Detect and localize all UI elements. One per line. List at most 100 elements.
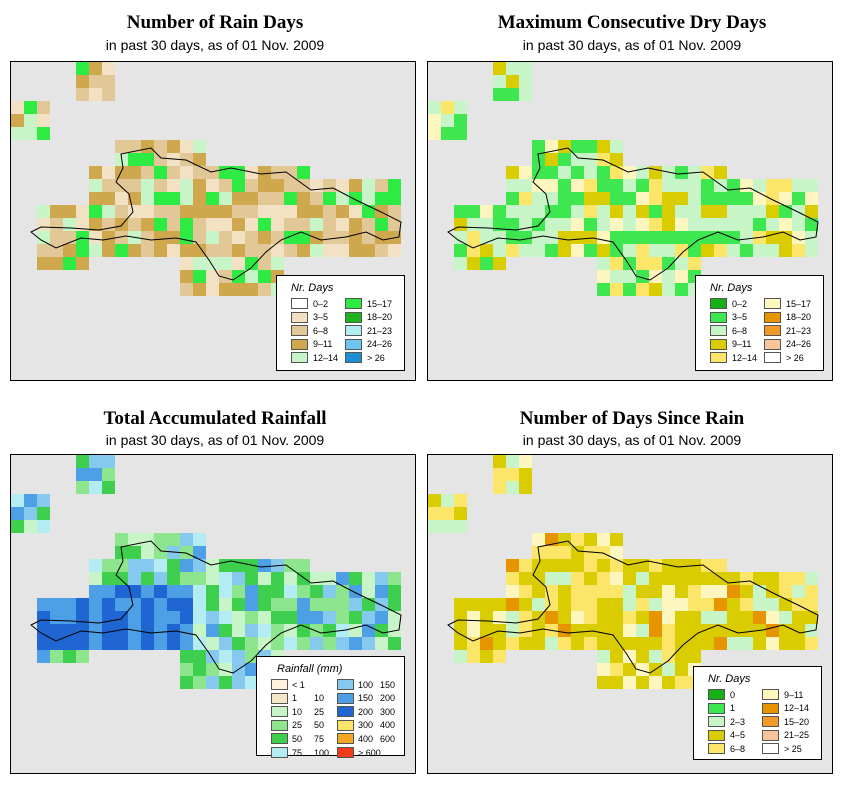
grid-cell	[102, 468, 115, 481]
panel-title: Maximum Consecutive Dry Days	[497, 12, 767, 33]
grid-cell	[428, 127, 441, 140]
legend-item: < 1	[271, 679, 336, 690]
legend-label: 24–26	[786, 339, 812, 350]
grid-cell	[480, 650, 493, 663]
grid-cell	[675, 218, 688, 231]
grid-cell	[675, 192, 688, 205]
grid-cell	[623, 231, 636, 244]
grid-cell	[532, 205, 545, 218]
grid-cell	[805, 244, 818, 257]
legend-swatch	[708, 729, 725, 741]
grid-cell	[375, 192, 388, 205]
grid-cell	[349, 585, 362, 598]
grid-cell	[310, 205, 323, 218]
grid-cell	[388, 572, 401, 585]
grid-cell	[714, 218, 727, 231]
legend-label: 3–5	[732, 312, 748, 323]
grid-cell	[662, 585, 675, 598]
grid-cell	[37, 114, 50, 127]
map-grid	[428, 62, 819, 296]
grid-cell	[766, 585, 779, 598]
grid-cell	[180, 585, 193, 598]
grid-cell	[141, 611, 154, 624]
grid-cell	[740, 231, 753, 244]
grid-cell	[102, 179, 115, 192]
grid-cell	[154, 218, 167, 231]
grid-cell	[89, 166, 102, 179]
grid-cell	[245, 650, 258, 663]
grid-cell	[662, 179, 675, 192]
grid-cell	[271, 218, 284, 231]
grid-cell	[193, 257, 206, 270]
grid-cell	[167, 559, 180, 572]
grid-cell	[284, 205, 297, 218]
grid-cell	[792, 205, 805, 218]
grid-cell	[740, 572, 753, 585]
grid-cell	[506, 166, 519, 179]
grid-cell	[779, 611, 792, 624]
grid-cell	[154, 205, 167, 218]
grid-cell	[24, 520, 37, 533]
grid-cell	[610, 218, 623, 231]
grid-cell	[480, 231, 493, 244]
grid-cell	[610, 611, 623, 624]
grid-cell	[89, 611, 102, 624]
grid-cell	[76, 231, 89, 244]
legend-label-high: 600	[380, 733, 396, 744]
legend-label-high: 200	[380, 693, 396, 704]
grid-cell	[297, 192, 310, 205]
grid-cell	[362, 205, 375, 218]
grid-cell	[506, 637, 519, 650]
grid-cell	[792, 611, 805, 624]
grid-cell	[310, 244, 323, 257]
grid-cell	[467, 598, 480, 611]
grid-cell	[558, 598, 571, 611]
grid-cell	[232, 650, 245, 663]
grid-cell	[558, 140, 571, 153]
grid-cell	[76, 650, 89, 663]
grid-cell	[297, 205, 310, 218]
grid-cell	[258, 637, 271, 650]
grid-cell	[115, 585, 128, 598]
grid-cell	[636, 650, 649, 663]
legend-label-high	[380, 748, 402, 758]
grid-cell	[154, 153, 167, 166]
grid-cell	[180, 650, 193, 663]
grid-cell	[597, 257, 610, 270]
grid-cell	[102, 624, 115, 637]
grid-cell	[258, 270, 271, 283]
grid-cell	[584, 231, 597, 244]
grid-cell	[206, 585, 219, 598]
grid-cell	[675, 231, 688, 244]
grid-cell	[480, 624, 493, 637]
grid-cell	[701, 585, 714, 598]
grid-cell	[193, 585, 206, 598]
grid-cell	[675, 166, 688, 179]
legend-label-low: 1	[292, 693, 298, 704]
grid-cell	[193, 650, 206, 663]
legend-label: 21–25	[784, 730, 810, 741]
grid-cell	[50, 637, 63, 650]
grid-cell	[597, 585, 610, 598]
grid-cell	[506, 75, 519, 88]
grid-cell	[167, 533, 180, 546]
grid-cell	[532, 166, 545, 179]
legend-label: 9–11	[313, 339, 333, 350]
grid-cell	[597, 283, 610, 296]
grid-cell	[675, 244, 688, 257]
grid-cell	[558, 572, 571, 585]
legend-swatch	[764, 338, 781, 350]
legend-swatch	[337, 733, 354, 745]
grid-cell	[232, 559, 245, 572]
grid-cell	[766, 179, 779, 192]
grid-cell	[24, 127, 37, 140]
grid-cell	[675, 572, 688, 585]
grid-cell	[558, 166, 571, 179]
grid-cell	[219, 231, 232, 244]
legend-item: 12–14	[710, 352, 757, 364]
grid-cell	[141, 533, 154, 546]
grid-cell	[37, 611, 50, 624]
grid-cell	[102, 559, 115, 572]
legend-item: 300 400	[337, 719, 402, 731]
grid-cell	[701, 205, 714, 218]
